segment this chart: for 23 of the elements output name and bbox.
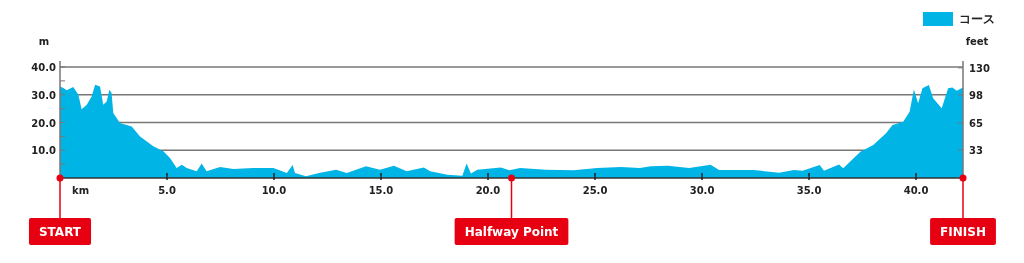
annotation: START <box>38 225 82 239</box>
y-axis-title: m <box>38 36 50 47</box>
x-tick-label: 40.0 <box>903 185 929 196</box>
y2-tick-label: 98 <box>969 89 983 101</box>
y2-tick-label: 33 <box>969 145 983 157</box>
y2-axis-title: feet <box>965 36 989 47</box>
y-tick-label: 10.0 <box>31 145 57 157</box>
annotation: FINISH <box>940 225 986 239</box>
x-tick-label: 25.0 <box>582 185 608 196</box>
y2-tick-label: 65 <box>969 117 983 129</box>
x-tick-label: 30.0 <box>689 185 715 196</box>
y-tick-label: 30.0 <box>31 89 57 101</box>
annotation: Halfway Point <box>464 225 559 239</box>
y-tick-label: 20.0 <box>31 117 57 129</box>
x-tick-label: 10.0 <box>261 185 287 196</box>
x-tick-label: 15.0 <box>368 185 394 196</box>
y-tick-label: 40.0 <box>31 62 57 73</box>
x-tick-label: 5.0 <box>158 185 176 196</box>
y2-tick-label: 130 <box>969 62 990 74</box>
x-tick-label: 35.0 <box>796 185 822 196</box>
x-axis-title: km <box>72 185 90 196</box>
legend-label: コース <box>959 12 995 26</box>
x-tick-label: 20.0 <box>475 185 501 196</box>
